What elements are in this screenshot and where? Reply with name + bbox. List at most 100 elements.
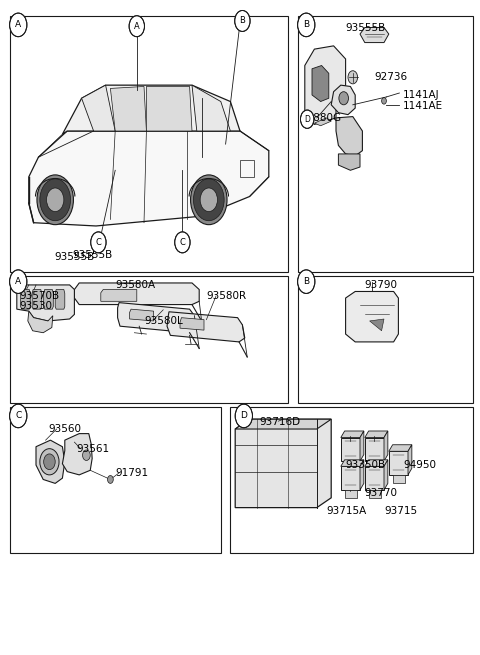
Text: C: C: [180, 238, 185, 247]
Circle shape: [235, 10, 250, 31]
Text: 93555B: 93555B: [346, 22, 386, 33]
Polygon shape: [110, 86, 146, 131]
Bar: [230, 407, 473, 553]
Bar: [369, 461, 381, 469]
Circle shape: [91, 232, 106, 253]
Text: 91791: 91791: [115, 468, 148, 478]
Polygon shape: [167, 312, 245, 342]
Polygon shape: [55, 290, 65, 309]
Polygon shape: [62, 434, 92, 475]
Polygon shape: [62, 85, 240, 134]
Text: 93716D: 93716D: [259, 417, 300, 428]
Text: 93715A: 93715A: [326, 506, 367, 516]
Bar: [345, 490, 357, 498]
Circle shape: [83, 450, 90, 460]
Text: 93715: 93715: [384, 506, 417, 516]
Polygon shape: [32, 290, 42, 309]
Text: 93561: 93561: [77, 443, 110, 454]
Text: 93570B: 93570B: [19, 291, 60, 301]
Text: D: D: [304, 115, 310, 124]
Polygon shape: [384, 431, 388, 461]
Circle shape: [300, 110, 314, 128]
Bar: [10, 276, 288, 403]
Bar: [365, 466, 384, 490]
Circle shape: [10, 13, 27, 37]
Polygon shape: [305, 46, 346, 124]
Circle shape: [298, 13, 315, 37]
Polygon shape: [384, 460, 388, 490]
Polygon shape: [365, 431, 388, 438]
Text: 94950: 94950: [403, 460, 436, 470]
Polygon shape: [192, 85, 230, 131]
Polygon shape: [336, 117, 362, 156]
Text: C: C: [15, 411, 22, 421]
Circle shape: [37, 175, 73, 225]
Polygon shape: [180, 318, 204, 330]
Text: 1141AJ: 1141AJ: [403, 90, 440, 100]
Bar: [369, 490, 381, 498]
Bar: [240, 160, 254, 177]
Circle shape: [129, 16, 144, 37]
Polygon shape: [389, 445, 412, 451]
Polygon shape: [331, 85, 355, 115]
Circle shape: [10, 404, 27, 428]
Text: 93580L: 93580L: [144, 316, 183, 326]
Text: 1141AE: 1141AE: [403, 101, 444, 111]
Text: B: B: [240, 16, 245, 26]
Polygon shape: [36, 440, 65, 483]
Circle shape: [108, 476, 113, 483]
Polygon shape: [341, 460, 364, 466]
Circle shape: [298, 270, 315, 293]
Bar: [393, 475, 405, 483]
Text: B: B: [303, 277, 309, 286]
Circle shape: [10, 270, 27, 293]
Circle shape: [235, 404, 252, 428]
Text: 93350B: 93350B: [346, 460, 386, 470]
Polygon shape: [360, 28, 389, 43]
Circle shape: [348, 71, 358, 84]
Text: D: D: [240, 411, 247, 421]
Text: 93555B: 93555B: [72, 250, 112, 261]
Bar: [341, 466, 360, 490]
Text: 93580R: 93580R: [206, 291, 247, 301]
Bar: [298, 276, 473, 403]
Polygon shape: [82, 85, 115, 131]
Bar: [345, 461, 357, 469]
Polygon shape: [44, 290, 53, 309]
Polygon shape: [130, 309, 154, 321]
Text: A: A: [134, 22, 140, 31]
Bar: [365, 438, 384, 461]
Polygon shape: [314, 118, 331, 126]
Polygon shape: [74, 283, 199, 305]
Text: 93530: 93530: [19, 301, 52, 311]
Circle shape: [40, 179, 71, 221]
Text: 93770: 93770: [365, 487, 398, 498]
Circle shape: [191, 175, 227, 225]
Circle shape: [200, 188, 217, 212]
Text: A: A: [15, 20, 21, 29]
Polygon shape: [338, 154, 360, 170]
Text: C: C: [96, 238, 101, 247]
Polygon shape: [370, 319, 384, 331]
Polygon shape: [101, 290, 137, 301]
Text: 93555B: 93555B: [54, 252, 95, 262]
Circle shape: [175, 232, 190, 253]
Bar: [10, 407, 221, 553]
Bar: [298, 16, 473, 272]
Circle shape: [193, 179, 224, 221]
Polygon shape: [346, 291, 398, 342]
Text: 93560: 93560: [48, 424, 81, 434]
Polygon shape: [365, 460, 388, 466]
Bar: [389, 451, 408, 475]
Polygon shape: [235, 419, 331, 429]
Circle shape: [47, 188, 64, 212]
Text: B: B: [303, 20, 309, 29]
Polygon shape: [17, 285, 74, 321]
Bar: [10, 16, 288, 272]
Polygon shape: [360, 460, 364, 490]
Polygon shape: [235, 419, 331, 508]
Polygon shape: [118, 303, 196, 333]
Text: 92736: 92736: [374, 72, 408, 83]
Text: 93880G: 93880G: [300, 113, 341, 123]
Polygon shape: [341, 431, 364, 438]
